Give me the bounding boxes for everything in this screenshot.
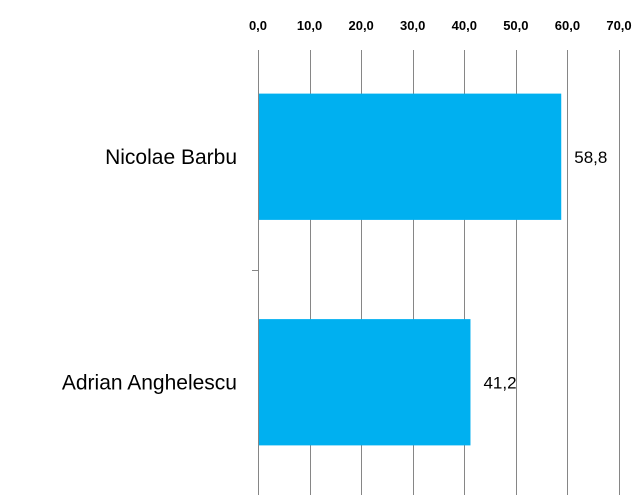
- x-tick-label: 10,0: [297, 18, 322, 33]
- x-tick-label: 30,0: [400, 18, 425, 33]
- data-label: 41,2: [483, 373, 516, 392]
- x-tick-label: 0,0: [249, 18, 267, 33]
- category-label: Nicolae Barbu: [105, 146, 237, 169]
- x-tick-label: 20,0: [348, 18, 373, 33]
- x-tick-label: 70,0: [606, 18, 631, 33]
- x-tick-label: 60,0: [555, 18, 580, 33]
- x-tick-label: 50,0: [503, 18, 528, 33]
- axis-layer: [252, 50, 259, 495]
- bar-layer: [258, 93, 562, 446]
- bar: [258, 93, 562, 220]
- category-label: Adrian Anghelescu: [62, 371, 237, 394]
- x-tick-label: 40,0: [452, 18, 477, 33]
- label-layer: 0,0 10,0 20,0 30,0 40,0 50,0 60,0 70,0 Nicolae B…: [62, 18, 632, 394]
- data-label: 58,8: [574, 148, 607, 167]
- bar: [258, 319, 471, 446]
